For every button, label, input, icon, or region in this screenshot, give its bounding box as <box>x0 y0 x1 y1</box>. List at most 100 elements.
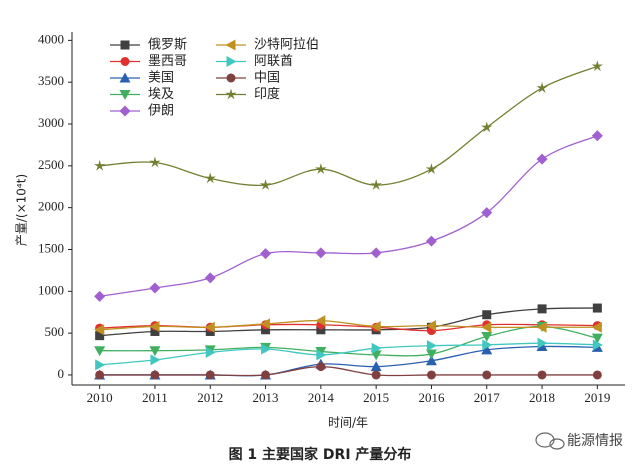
series-line <box>99 319 598 331</box>
marker <box>94 324 105 336</box>
marker <box>370 179 382 190</box>
marker <box>482 339 493 351</box>
marker <box>260 318 271 330</box>
marker <box>426 370 436 380</box>
marker <box>426 340 437 352</box>
legend-marker <box>225 39 236 51</box>
x-axis-label: 时间/年 <box>328 416 368 430</box>
legend-label: 埃及 <box>148 87 174 102</box>
watermark: 能源情报 <box>567 433 623 449</box>
y-axis-label: 产量/(×10⁴t) <box>15 174 29 246</box>
marker <box>591 60 604 72</box>
marker <box>481 321 492 333</box>
legend-marker <box>120 40 130 50</box>
marker <box>370 247 382 259</box>
marker <box>425 163 438 175</box>
caption: 图 1 主要国家 DRI 产量分布 <box>229 446 412 463</box>
marker <box>315 315 326 327</box>
marker <box>592 303 602 313</box>
y-tick-label: 500 <box>45 324 65 339</box>
y-tick-label: 3500 <box>38 73 64 88</box>
marker <box>149 282 161 294</box>
marker <box>481 207 493 219</box>
legend-marker <box>226 73 236 83</box>
marker <box>149 156 161 168</box>
marker <box>481 344 493 355</box>
x-tick-label: 2014 <box>308 390 335 405</box>
marker <box>537 337 548 349</box>
legend-label: 俄罗斯 <box>148 38 187 53</box>
series-line <box>99 135 598 297</box>
x-tick-label: 2013 <box>253 390 279 405</box>
legend-marker <box>226 56 237 67</box>
marker <box>371 342 382 354</box>
marker <box>425 349 437 360</box>
marker <box>481 121 493 133</box>
marker <box>425 320 436 332</box>
legend-label: 墨西哥 <box>148 54 187 69</box>
legend-marker <box>119 72 131 83</box>
marker <box>537 370 547 380</box>
series-line <box>99 342 598 366</box>
marker <box>94 346 106 357</box>
y-tick-label: 2500 <box>38 157 64 172</box>
marker <box>370 361 382 372</box>
marker <box>481 331 493 342</box>
x-tick-label: 2019 <box>584 390 610 405</box>
marker <box>591 130 603 142</box>
marker <box>261 325 271 335</box>
series-line <box>99 307 598 337</box>
legend-label: 美国 <box>148 71 174 86</box>
legend-label: 中国 <box>254 71 280 86</box>
legend-label: 沙特阿拉伯 <box>254 38 319 53</box>
marker <box>536 321 547 333</box>
marker <box>261 343 272 355</box>
marker <box>315 247 327 259</box>
y-tick-label: 4000 <box>38 31 64 46</box>
marker <box>592 339 603 351</box>
marker <box>205 346 216 358</box>
marker <box>316 325 326 335</box>
marker <box>95 370 105 380</box>
legend-marker <box>119 90 131 100</box>
marker <box>95 359 106 371</box>
x-tick-label: 2011 <box>142 390 168 405</box>
x-tick-label: 2018 <box>529 390 555 405</box>
marker <box>95 331 105 341</box>
marker <box>316 349 327 361</box>
legend-label: 伊朗 <box>148 104 174 119</box>
y-tick-label: 0 <box>58 366 65 381</box>
marker <box>93 159 106 171</box>
marker <box>591 333 603 344</box>
marker <box>425 235 437 247</box>
x-tick-label: 2016 <box>418 390 445 405</box>
marker <box>149 346 161 357</box>
marker <box>482 310 492 320</box>
marker <box>591 321 602 333</box>
marker <box>150 354 161 366</box>
marker <box>205 370 215 380</box>
x-tick-label: 2012 <box>197 390 223 405</box>
marker <box>150 326 160 336</box>
marker <box>259 179 272 190</box>
marker <box>482 370 492 380</box>
marker <box>204 321 215 333</box>
series-line <box>99 365 598 377</box>
marker <box>371 370 381 380</box>
x-tick-label: 2015 <box>363 390 389 405</box>
x-tick-label: 2010 <box>87 390 113 405</box>
legend-label: 阿联酋 <box>254 53 293 69</box>
y-tick-label: 1000 <box>38 282 64 297</box>
marker <box>204 272 216 284</box>
marker <box>260 248 272 260</box>
marker <box>536 153 548 165</box>
marker <box>370 320 381 332</box>
marker <box>204 172 216 184</box>
marker <box>537 304 547 314</box>
y-tick-label: 1500 <box>38 240 64 255</box>
marker <box>536 82 548 93</box>
legend-label: 印度 <box>254 86 280 102</box>
marker <box>94 290 106 302</box>
marker <box>315 163 327 175</box>
